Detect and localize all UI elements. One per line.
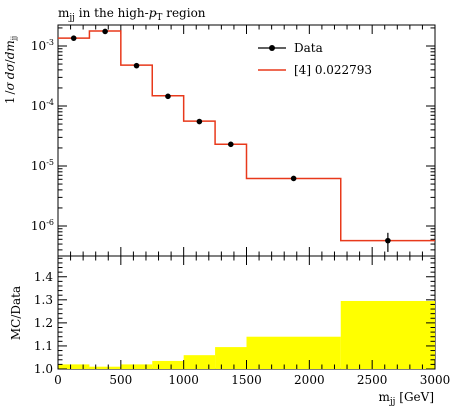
y-tick-label-lower: 1.1	[34, 339, 53, 353]
legend-entry-mc: [4] 0.022793	[258, 63, 372, 77]
x-tick-label: 500	[109, 373, 132, 387]
legend: Data [4] 0.022793	[258, 41, 372, 77]
x-tick-label: 2500	[357, 373, 388, 387]
upper-y-axis-label: 1/σdσ/dmjj	[3, 36, 18, 104]
upper-ticks	[57, 25, 436, 256]
mc-step-series	[58, 30, 435, 242]
data-point	[165, 93, 171, 100]
chart-title: mjj in the high-pT region	[58, 6, 206, 23]
data-point	[385, 237, 391, 244]
data-point	[102, 28, 108, 35]
lower-ticks	[57, 256, 436, 370]
ratio-band-bin	[183, 355, 216, 369]
y-tick-label-upper: 10-6	[31, 218, 54, 233]
legend-entry-data: Data	[258, 41, 323, 55]
x-tick-label: 3000	[420, 373, 450, 387]
y-tick-label-lower: 1.2	[34, 316, 53, 330]
ratio-band-bin	[340, 300, 435, 369]
svg-text:1/σdσ/dmjj: 1/σdσ/dmjj	[3, 36, 18, 104]
ratio-band	[58, 300, 435, 369]
lower-tick-labels: 1.0 1.1 1.2 1.3 1.4 0 500 1000 1500 2000 2500 3000	[34, 270, 450, 387]
x-tick-label: 1500	[231, 373, 262, 387]
upper-y-tick-labels: 10-3 10-4 10-5 10-6	[31, 38, 54, 233]
ratio-band-bin	[58, 364, 90, 369]
x-tick-label: 1000	[168, 373, 199, 387]
ratio-band-bin	[120, 364, 153, 369]
ratio-y-axis-label: MC/Data	[9, 286, 23, 340]
x-tick-label: 0	[54, 373, 62, 387]
data-point	[196, 118, 203, 125]
main-panel-frame	[57, 24, 436, 257]
ratio-band-bin	[89, 366, 121, 369]
y-tick-label-lower: 1.3	[34, 293, 53, 307]
y-tick-label-lower: 1.0	[34, 362, 53, 376]
x-tick-label: 2000	[294, 373, 325, 387]
data-points-series	[70, 28, 391, 252]
y-tick-label-upper: 10-5	[31, 158, 54, 173]
legend-label-data: Data	[294, 41, 323, 55]
ratio-band-bin	[215, 347, 247, 369]
y-tick-label-lower: 1.4	[34, 270, 53, 284]
data-point	[290, 175, 297, 182]
y-tick-label-upper: 10-4	[31, 98, 54, 113]
data-point	[70, 35, 77, 41]
ratio-band-bin	[246, 336, 341, 369]
data-point	[227, 141, 234, 148]
x-axis-label: mjj [GeV]	[378, 390, 434, 407]
mc-step-line	[58, 30, 435, 242]
y-tick-label-upper: 10-3	[31, 38, 54, 53]
ratio-band-bin	[152, 360, 184, 369]
legend-label-mc: [4] 0.022793	[294, 63, 372, 77]
data-point	[133, 62, 140, 69]
